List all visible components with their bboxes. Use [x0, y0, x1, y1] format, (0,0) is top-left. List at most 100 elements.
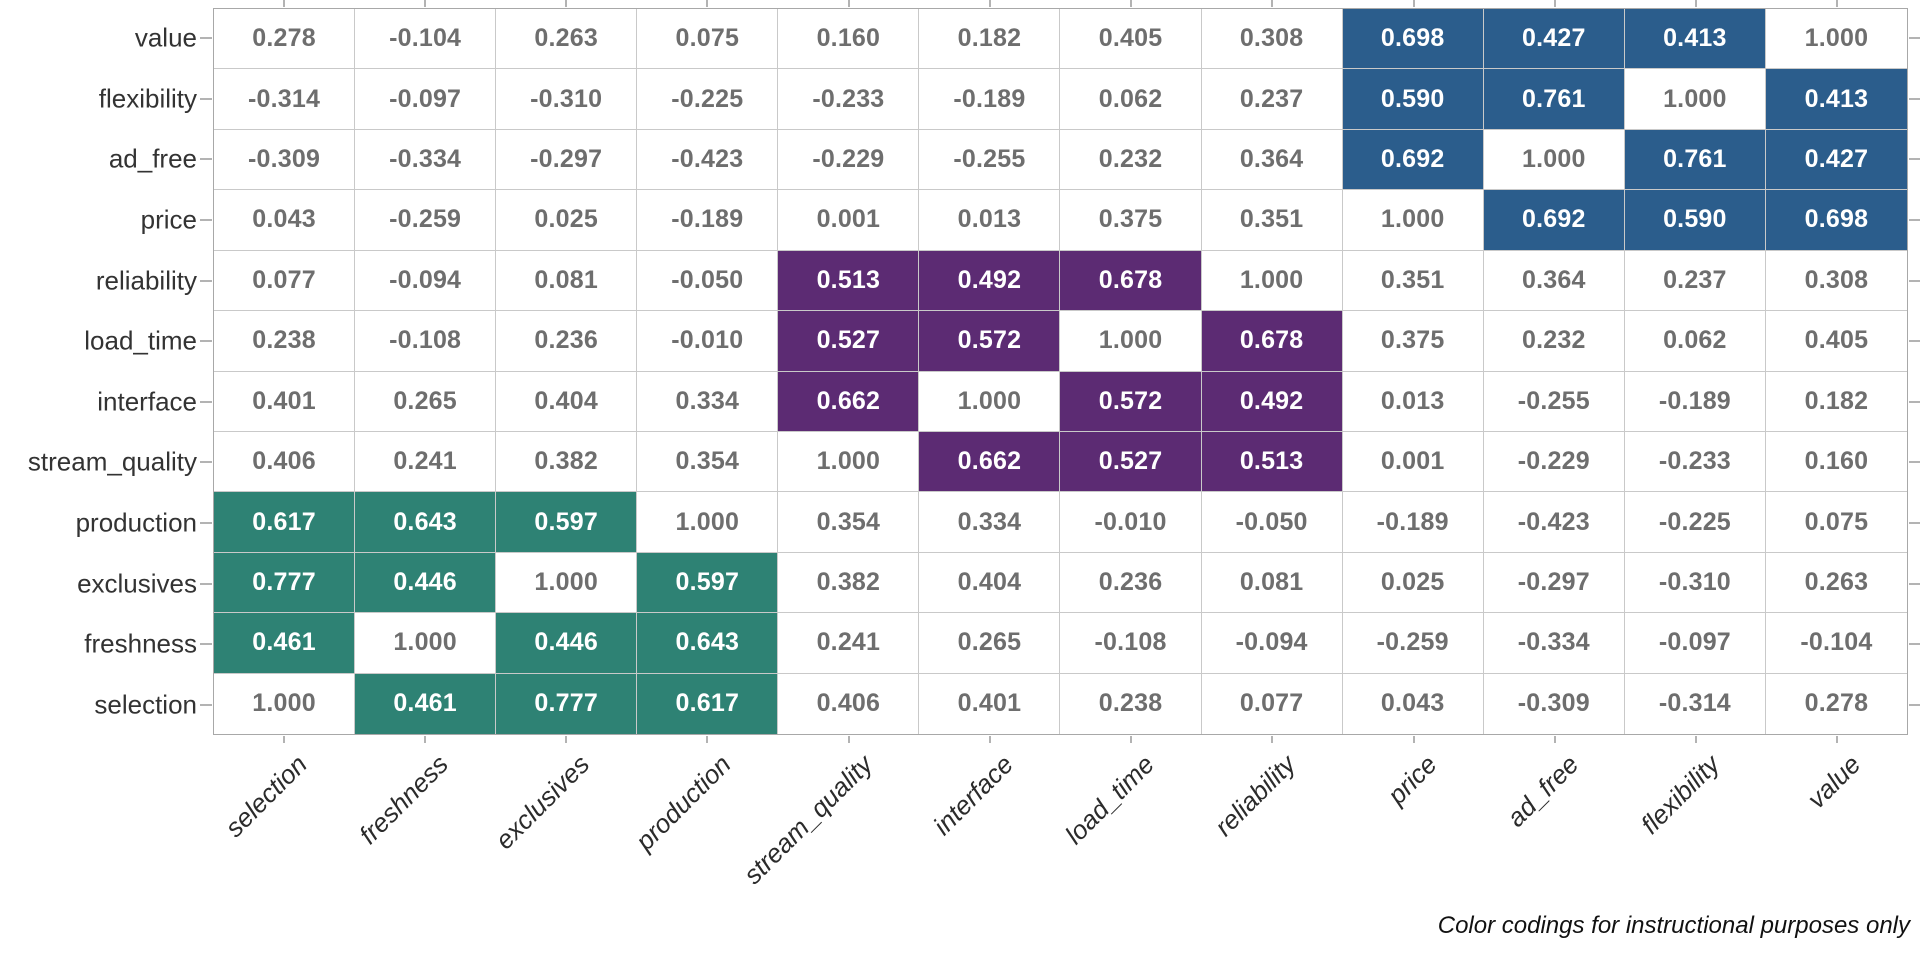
- matrix-cell: 1.000: [496, 552, 638, 614]
- y-tick-label: selection: [94, 689, 197, 720]
- tick-mark: [423, 0, 426, 7]
- tick-mark: [200, 219, 212, 222]
- matrix-cell: -0.189: [637, 190, 779, 251]
- tick-mark: [1271, 0, 1274, 7]
- matrix-cell: 0.025: [1342, 552, 1484, 614]
- matrix-cell: 0.413: [1765, 69, 1907, 130]
- matrix-cell: 0.375: [1342, 311, 1484, 372]
- y-tick-label: flexibility: [98, 83, 197, 114]
- matrix-cell: -0.108: [355, 311, 497, 372]
- matrix-cell: 0.662: [919, 431, 1061, 493]
- matrix-cell: 0.236: [1060, 552, 1202, 614]
- matrix-cell: -0.314: [214, 69, 356, 130]
- tick-mark: [1909, 521, 1920, 524]
- y-tick-label: load_time: [84, 325, 197, 356]
- matrix-cell: 0.364: [1483, 250, 1625, 312]
- matrix-cell: 0.698: [1765, 190, 1907, 251]
- matrix-cell: 0.334: [637, 371, 779, 432]
- matrix-cell: 1.000: [214, 673, 356, 734]
- matrix-cell: 0.427: [1483, 9, 1625, 70]
- matrix-cell: -0.050: [1201, 492, 1343, 553]
- matrix-cell: 0.001: [778, 190, 920, 251]
- matrix-cell: 0.354: [778, 492, 920, 553]
- matrix-cell: 0.401: [919, 673, 1061, 734]
- matrix-cell: 0.513: [1201, 431, 1343, 493]
- matrix-cell: 0.382: [778, 552, 920, 614]
- matrix-cell: 1.000: [1483, 129, 1625, 191]
- tick-mark: [200, 703, 212, 706]
- correlation-heatmap: 0.278 -0.104 0.263 0.075 0.160 0.182 0.405 0.30…: [213, 8, 1908, 735]
- x-tick-label: price: [1381, 749, 1443, 811]
- matrix-cell: 0.278: [1804, 689, 1869, 718]
- matrix-cell: 0.590: [1342, 69, 1484, 130]
- matrix-cell: 0.572: [1060, 371, 1202, 432]
- matrix-cell: -0.423: [637, 129, 779, 191]
- footnote: Color codings for instructional purposes…: [1437, 912, 1910, 939]
- matrix-cell: -0.255: [1483, 371, 1625, 432]
- matrix-cell: 0.160: [778, 9, 920, 70]
- x-tick-label: reliability: [1208, 749, 1302, 842]
- matrix-cell: -0.314: [1625, 673, 1766, 734]
- matrix-cell: 0.232: [1483, 311, 1625, 372]
- matrix-cell: 0.527: [778, 311, 920, 372]
- matrix-cell: 0.265: [355, 371, 497, 432]
- matrix-cell: 0.461: [355, 673, 497, 734]
- x-tick-label: stream_quality: [737, 749, 878, 890]
- tick-mark: [200, 582, 212, 585]
- matrix-cell: 0.375: [1060, 190, 1202, 251]
- tick-mark: [282, 0, 285, 7]
- matrix-cell: 0.761: [1483, 69, 1625, 130]
- matrix-cell: 0.692: [1483, 190, 1625, 251]
- tick-mark: [706, 0, 709, 7]
- y-tick-label: production: [75, 507, 197, 538]
- matrix-cell: -0.310: [496, 69, 638, 130]
- matrix-cell: 1.000: [1060, 311, 1202, 372]
- matrix-cell: 0.351: [1201, 190, 1343, 251]
- tick-mark: [1909, 340, 1920, 343]
- matrix-cell: -0.189: [1624, 371, 1766, 432]
- matrix-cell: 0.678: [1060, 250, 1202, 312]
- matrix-cell: 0.351: [1342, 250, 1484, 312]
- matrix-cell: -0.309: [214, 129, 356, 191]
- matrix-cell: 0.043: [214, 190, 356, 251]
- matrix-cell: -0.334: [1483, 613, 1625, 674]
- matrix-cell: 0.043: [1343, 673, 1484, 734]
- tick-mark: [200, 279, 212, 282]
- tick-mark: [565, 736, 568, 743]
- tick-mark: [1412, 0, 1415, 7]
- matrix-cell: 0.617: [637, 673, 779, 734]
- tick-mark: [1909, 703, 1920, 706]
- matrix-cell: 0.662: [778, 371, 920, 432]
- matrix-cell: 0.406: [778, 673, 920, 734]
- x-tick-label: interface: [927, 749, 1020, 841]
- matrix-cell: 0.698: [1342, 9, 1484, 70]
- matrix-cell: 0.013: [1342, 371, 1484, 432]
- matrix-cell: 0.263: [496, 9, 638, 70]
- matrix-cell: -0.334: [355, 129, 497, 191]
- tick-mark: [1909, 219, 1920, 222]
- matrix-cell: 1.000: [355, 613, 497, 674]
- tick-mark: [1553, 736, 1556, 743]
- x-tick-label: load_time: [1059, 749, 1161, 850]
- matrix-cell: 0.081: [496, 250, 638, 312]
- matrix-cell: 0.077: [214, 250, 356, 312]
- matrix-cell: 0.405: [1765, 311, 1907, 372]
- matrix-cell: 0.643: [637, 613, 779, 674]
- matrix-cell: 0.405: [1060, 9, 1202, 70]
- y-tick-label: freshness: [84, 628, 197, 659]
- matrix-cell: 0.182: [919, 9, 1061, 70]
- y-tick-label: price: [140, 204, 197, 235]
- matrix-cell: 0.241: [355, 431, 497, 493]
- tick-mark: [1909, 582, 1920, 585]
- matrix-cell: 0.075: [1765, 492, 1907, 553]
- matrix-cell: 0.761: [1624, 129, 1766, 191]
- matrix-cell: 0.025: [496, 190, 638, 251]
- x-tick-label: selection: [219, 749, 313, 843]
- y-tick-label: reliability: [95, 265, 197, 296]
- matrix-cell: 1.000: [919, 371, 1061, 432]
- tick-mark: [200, 97, 212, 100]
- matrix-cell: -0.097: [1624, 613, 1766, 674]
- matrix-cell: 0.081: [1201, 552, 1343, 614]
- matrix-cell: -0.310: [1624, 552, 1766, 614]
- tick-mark: [423, 736, 426, 743]
